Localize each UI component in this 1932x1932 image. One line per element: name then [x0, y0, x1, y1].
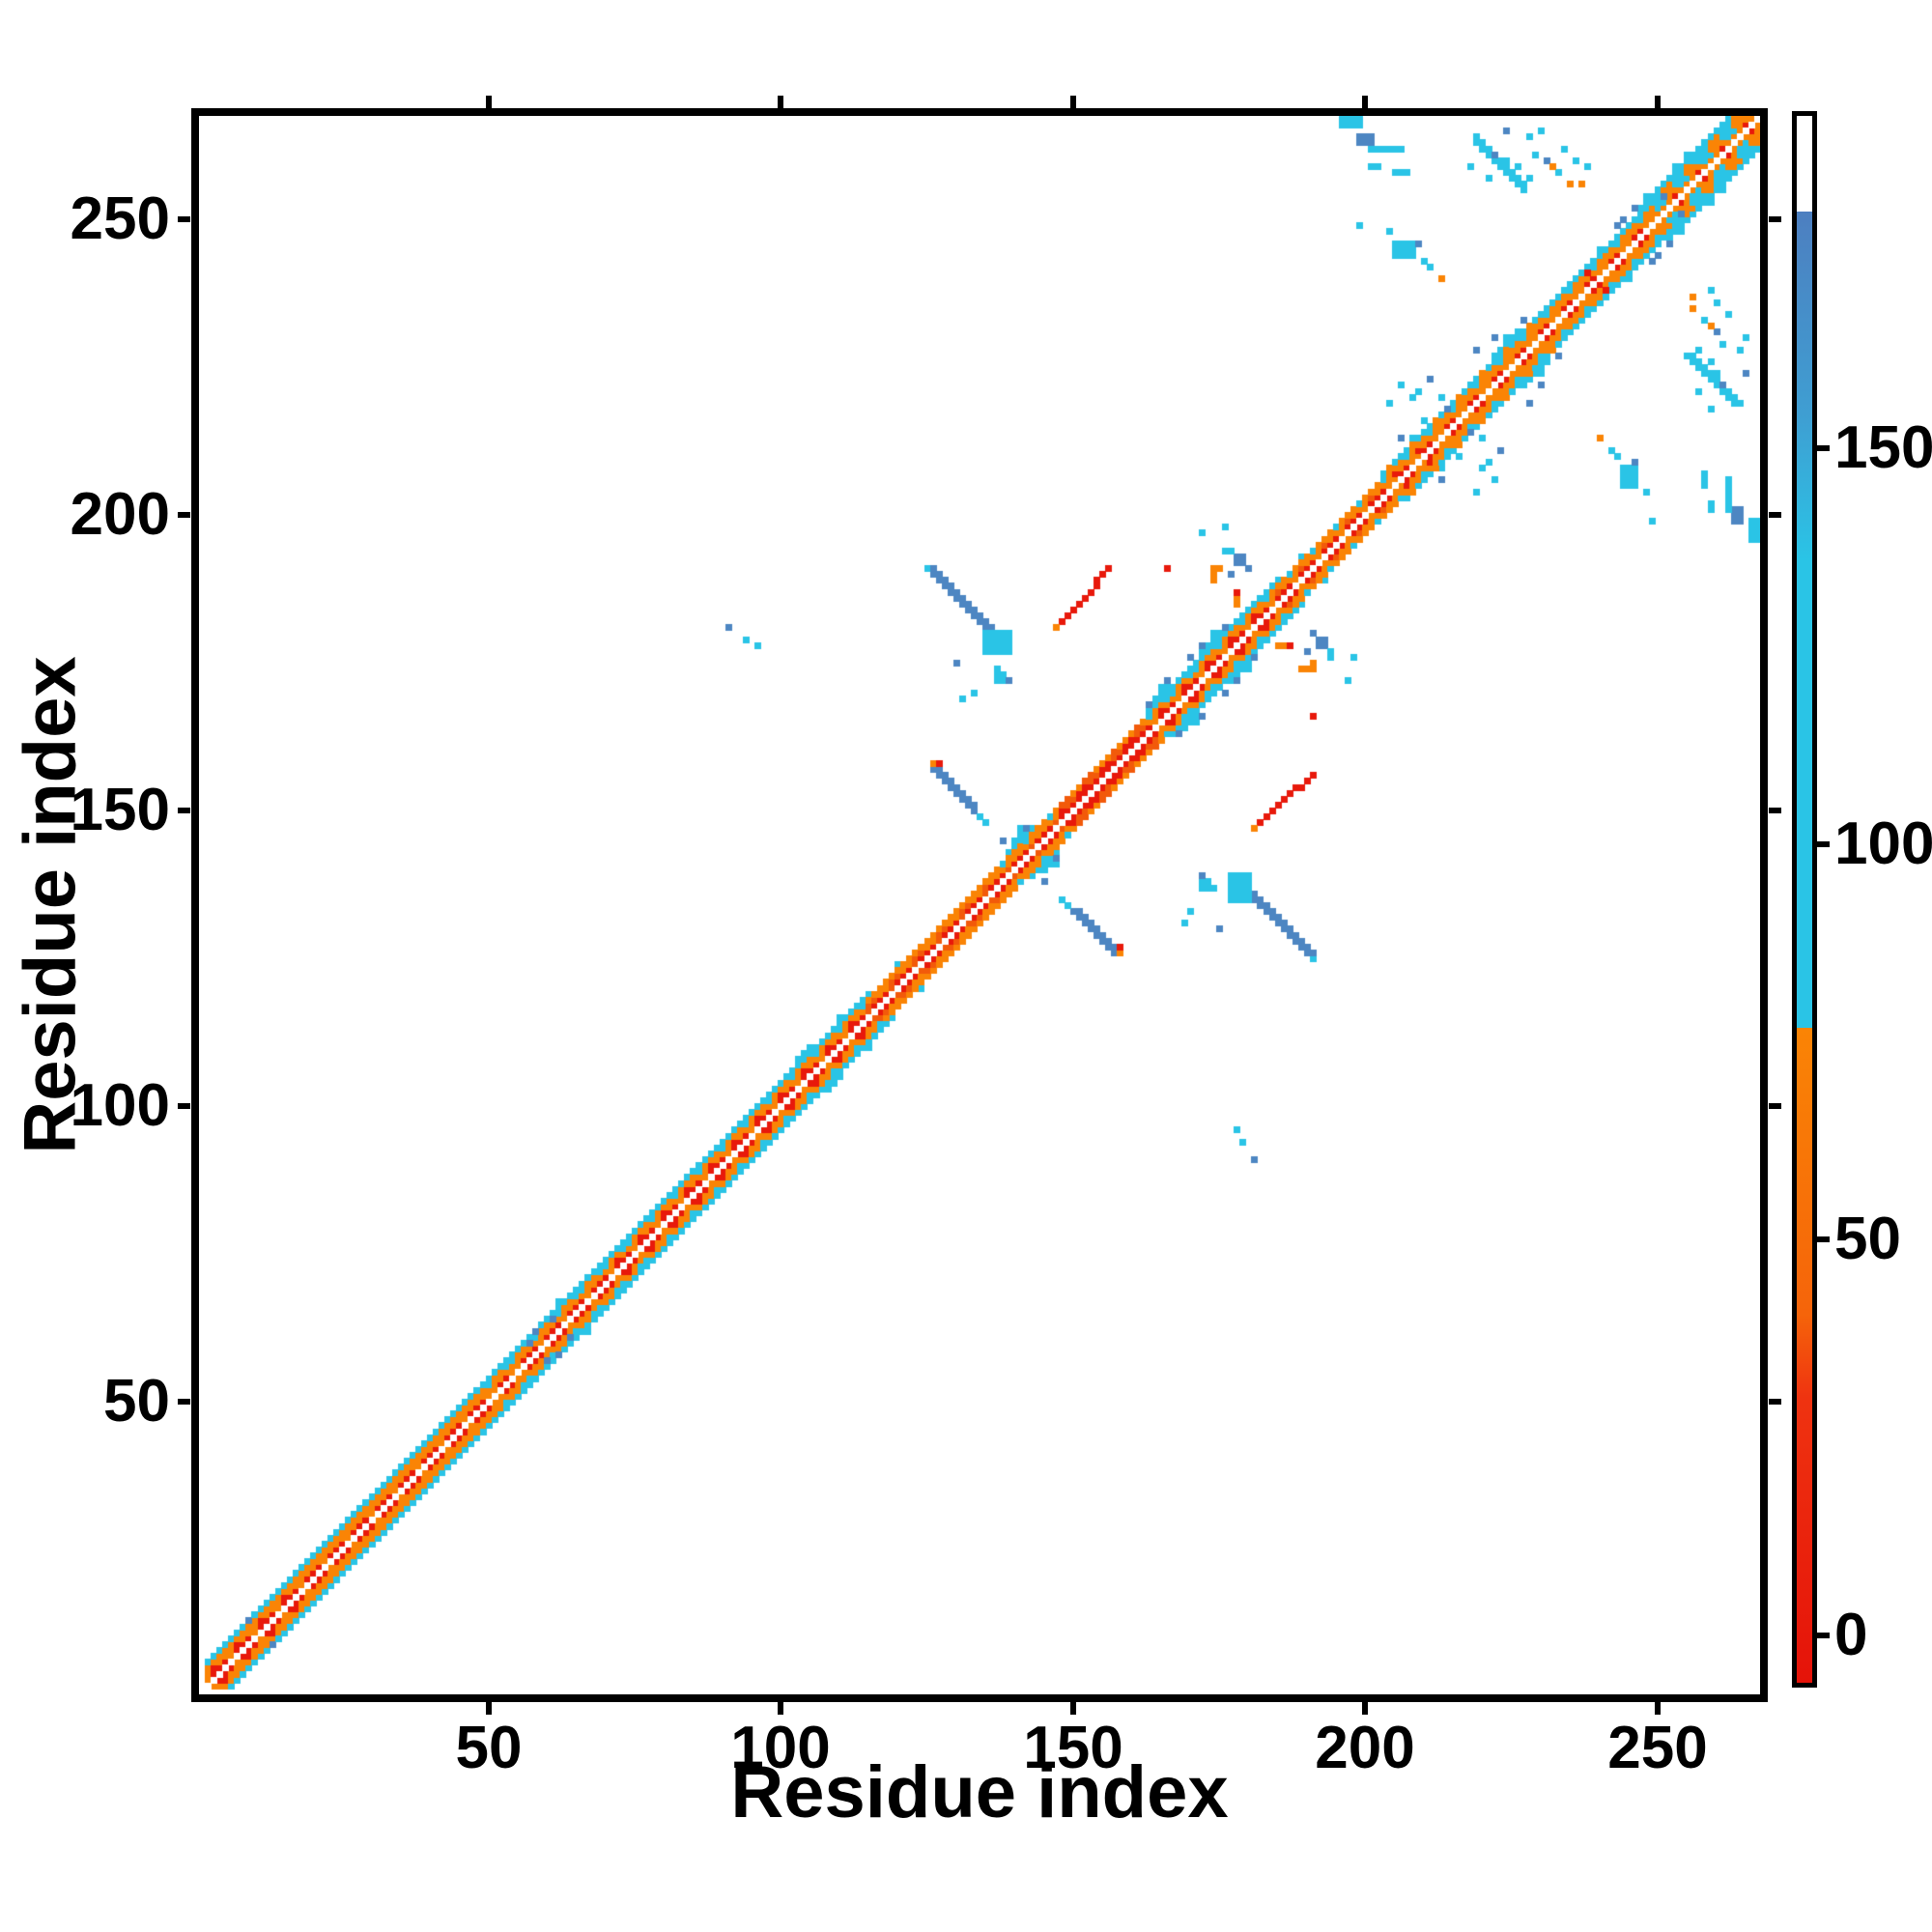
y-axis-right-tick [1769, 512, 1781, 518]
x-tick-label: 150 [1023, 1715, 1123, 1781]
x-axis-top-tick [1070, 96, 1076, 108]
y-tick-label: 250 [70, 185, 170, 252]
x-axis-top-tick [1362, 96, 1368, 108]
y-axis-tick [178, 512, 190, 518]
y-axis-right-tick [1769, 1103, 1781, 1109]
colorbar-tick-label: 150 [1834, 414, 1932, 481]
colorbar-tick [1817, 445, 1830, 451]
x-axis-top-tick [486, 96, 492, 108]
x-axis-tick [1655, 1702, 1661, 1715]
y-tick-label: 150 [70, 777, 170, 843]
y-axis-title: Residue index [9, 656, 92, 1154]
y-axis-right-tick [1769, 808, 1781, 813]
y-axis-tick [178, 1103, 190, 1109]
colorbar-tick [1817, 1236, 1830, 1242]
x-axis-tick [1070, 1702, 1076, 1715]
colorbar-tick-label: 100 [1834, 810, 1932, 877]
colorbar [1792, 111, 1817, 1688]
y-tick-label: 100 [70, 1072, 170, 1139]
y-axis-right-tick [1769, 216, 1781, 222]
x-axis-tick [486, 1702, 492, 1715]
x-axis-tick [778, 1702, 783, 1715]
colorbar-tick-label: 0 [1834, 1602, 1868, 1668]
y-axis-tick [178, 216, 190, 222]
x-tick-label: 50 [455, 1715, 523, 1781]
x-tick-label: 200 [1315, 1715, 1415, 1781]
x-axis-top-tick [778, 96, 783, 108]
x-axis-tick [1362, 1702, 1368, 1715]
colorbar-tick [1817, 841, 1830, 847]
colorbar-tick [1817, 1633, 1830, 1638]
y-axis-tick [178, 808, 190, 813]
heatmap-canvas [199, 116, 1760, 1694]
y-axis-right-tick [1769, 1399, 1781, 1405]
x-axis-top-tick [1655, 96, 1661, 108]
x-tick-label: 100 [730, 1715, 831, 1781]
y-tick-label: 50 [103, 1368, 170, 1435]
x-tick-label: 250 [1607, 1715, 1708, 1781]
y-axis-tick [178, 1399, 190, 1405]
colorbar-tick-label: 50 [1834, 1206, 1901, 1272]
y-tick-label: 200 [70, 481, 170, 548]
x-axis-title: Residue index [730, 1751, 1229, 1833]
